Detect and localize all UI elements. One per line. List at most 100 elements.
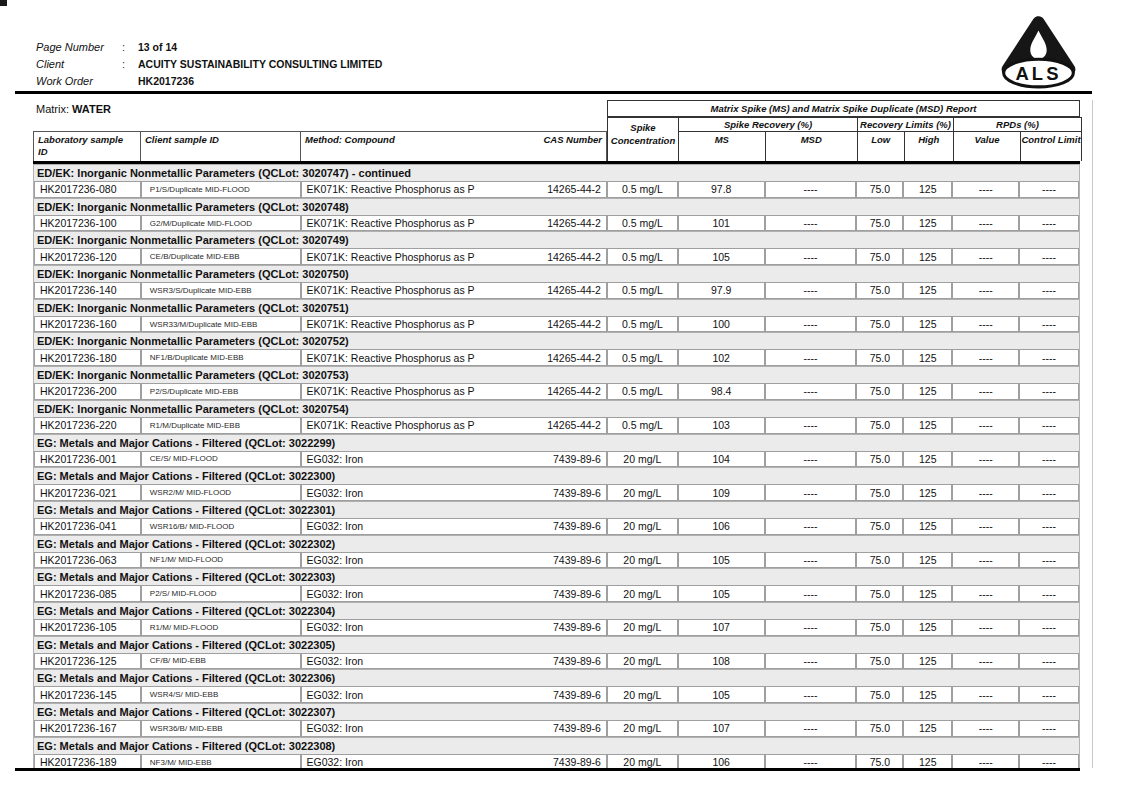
ms-recovery: 97.9: [678, 282, 765, 299]
table-row: HK2017236-200P2/S/Duplicate MID-EBBEK071…: [34, 383, 1079, 400]
spike-concentration: 0.5 mg/L: [607, 215, 678, 232]
group-header-recovery-limits: Recovery Limits (%): [858, 117, 953, 132]
group-header-rpds: RPDs (%): [954, 117, 1081, 132]
rpd-control-limit: ----: [1019, 417, 1079, 434]
msd-recovery: ----: [765, 653, 857, 670]
recovery-limit-high: 125: [903, 383, 952, 400]
method-cell: EK071K: Reactive Phosphorus as P 14265-44…: [301, 181, 607, 198]
cas-number: 14265-44-2: [547, 419, 601, 431]
lab-sample-id: HK2017236-105: [34, 619, 141, 636]
col-header-client-sample-id: Client sample ID: [140, 131, 300, 161]
table-body: ED/EK: Inorganic Nonmetallic Parameters …: [33, 164, 1080, 770]
group-spike-recovery: Spike Recovery (%) MS MSD: [679, 117, 858, 161]
method-compound: EK071K: Reactive Phosphorus as P: [307, 419, 475, 431]
rpd-value: ----: [952, 686, 1019, 703]
ms-recovery: 100: [678, 316, 765, 333]
cas-number: 7439-89-6: [553, 487, 601, 499]
spike-concentration: 0.5 mg/L: [607, 248, 678, 265]
recovery-limit-high: 125: [903, 720, 952, 737]
rpd-control-limit: ----: [1019, 653, 1079, 670]
lab-sample-id: HK2017236-021: [34, 484, 141, 501]
col-header-rpd-control-limit: Control Limit: [1021, 132, 1081, 161]
method-compound: EG032: Iron: [307, 588, 364, 600]
msd-recovery: ----: [765, 248, 857, 265]
recovery-limit-high: 125: [903, 619, 952, 636]
rpd-control-limit: ----: [1019, 619, 1079, 636]
method-compound: EK071K: Reactive Phosphorus as P: [307, 183, 475, 195]
rpd-control-limit: ----: [1019, 282, 1079, 299]
recovery-limit-high: 125: [903, 215, 952, 232]
rpd-value: ----: [952, 484, 1019, 501]
table-row: HK2017236-220R1/M/Duplicate MID-EBB EK071…: [34, 417, 1079, 434]
msd-recovery: ----: [765, 484, 857, 501]
recovery-limit-high: 125: [903, 248, 952, 265]
recovery-limit-low: 75.0: [856, 383, 903, 400]
client-sample-id: G2/M/Duplicate MID-FLOOD: [141, 215, 301, 232]
recovery-limit-high: 125: [903, 417, 952, 434]
table-bottom-rule: [15, 768, 1080, 771]
als-logo-text: ALS: [1015, 63, 1061, 84]
table-header: Matrix Spike (MS) and Matrix Spike Dupli…: [33, 100, 1080, 164]
lab-sample-id: HK2017236-001: [34, 451, 141, 468]
cas-number: 7439-89-6: [553, 554, 601, 566]
spike-concentration: 20 mg/L: [607, 518, 678, 535]
table-row: HK2017236-105R1/M/ MID-FLOODEG032: Iron7…: [34, 619, 1079, 636]
client-sample-id: WSR2/M/ MID-FLOOD: [141, 484, 301, 501]
spike-concentration: 0.5 mg/L: [607, 383, 678, 400]
matrix-value: WATER: [72, 103, 111, 115]
sample-header-cells: Laboratory sample ID Client sample ID Me…: [33, 117, 607, 161]
ms-recovery: 103: [678, 417, 765, 434]
rpd-control-limit: ----: [1019, 585, 1079, 602]
matrix-line: Matrix: WATER: [36, 103, 111, 115]
client-sample-id: P1/S/Duplicate MID-FLOOD: [141, 181, 301, 198]
method-header-label: Method: Compound: [305, 134, 395, 146]
recovery-limit-high: 125: [903, 181, 952, 198]
lab-sample-id: HK2017236-125: [34, 653, 141, 670]
lab-sample-id: HK2017236-041: [34, 518, 141, 535]
rpd-control-limit: ----: [1019, 349, 1079, 366]
recovery-limit-high: 125: [903, 349, 952, 366]
rpd-control-limit: ----: [1019, 720, 1079, 737]
msd-recovery: ----: [765, 619, 857, 636]
section-header: EG: Metals and Major Cations - Filtered …: [34, 737, 1079, 754]
client-sample-id: CE/B/Duplicate MID-EBB: [141, 248, 301, 265]
separator: :: [122, 56, 138, 73]
recovery-limit-high: 125: [903, 451, 952, 468]
rpd-control-limit: ----: [1019, 552, 1079, 569]
msd-recovery: ----: [765, 518, 857, 535]
col-header-high: High: [905, 132, 953, 161]
lab-sample-id: HK2017236-063: [34, 552, 141, 569]
client-sample-id: R1/M/Duplicate MID-EBB: [141, 417, 301, 434]
client-sample-id: CE/S/ MID-FLOOD: [141, 451, 301, 468]
rpd-value: ----: [952, 181, 1019, 198]
method-compound: EG032: Iron: [307, 487, 364, 499]
cas-number: 14265-44-2: [547, 183, 601, 195]
page-number-field: Page Number : 13 of 14: [36, 39, 382, 56]
table-row: HK2017236-080P1/S/Duplicate MID-FLOODEK0…: [34, 181, 1079, 198]
section-header: EG: Metals and Major Cations - Filtered …: [34, 703, 1079, 720]
msd-recovery: ----: [765, 720, 857, 737]
col-header-low: Low: [858, 132, 905, 161]
ms-recovery: 101: [678, 215, 765, 232]
table-row: HK2017236-125CF/B/ MID-EBBEG032: Iron743…: [34, 653, 1079, 670]
page-number-label: Page Number: [36, 39, 122, 56]
recovery-limit-low: 75.0: [856, 349, 903, 366]
method-cell: EG032: Iron7439-89-6: [301, 653, 607, 670]
cas-number: 7439-89-6: [553, 756, 601, 768]
client-sample-id: P2/S/Duplicate MID-EBB: [141, 383, 301, 400]
method-cell: EK071K: Reactive Phosphorus as P14265-44…: [301, 349, 607, 366]
lab-sample-id: HK2017236-220: [34, 417, 141, 434]
rpd-value: ----: [952, 451, 1019, 468]
table-row: HK2017236-063NF1/M/ MID-FLOODEG032: Iron…: [34, 552, 1079, 569]
ms-recovery: 97.8: [678, 181, 765, 198]
method-cell: EG032: Iron7439-89-6: [301, 451, 607, 468]
table-row: HK2017236-167WSR36/B/ MID-EBBEG032: Iron…: [34, 720, 1079, 737]
method-compound: EK071K: Reactive Phosphorus as P: [307, 352, 475, 364]
method-compound: EK071K: Reactive Phosphorus as P: [307, 251, 475, 263]
client-sample-id: NF1/M/ MID-FLOOD: [141, 552, 301, 569]
page-number-value: 13 of 14: [138, 39, 177, 56]
msd-recovery: ----: [765, 215, 857, 232]
client-sample-id: WSR3/S/Duplicate MID-EBB: [141, 282, 301, 299]
rpd-value: ----: [952, 349, 1019, 366]
method-cell: EG032: Iron 7439-89-6: [301, 484, 607, 501]
